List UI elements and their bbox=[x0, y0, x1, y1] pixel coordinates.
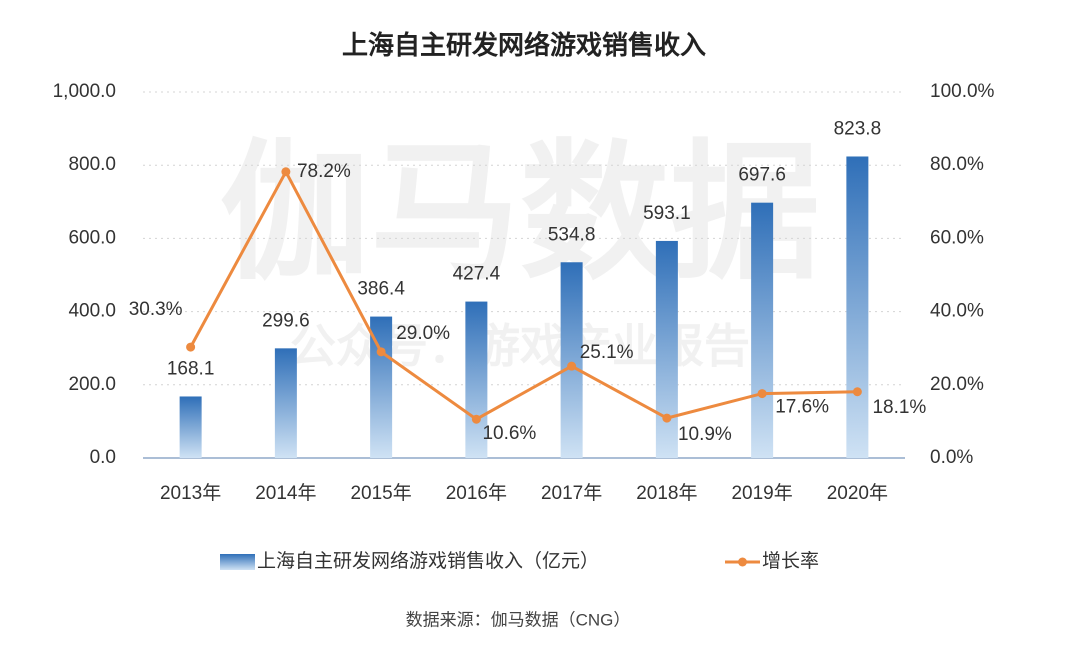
bar-value-label: 427.4 bbox=[453, 264, 501, 285]
bar-value-label: 168.1 bbox=[167, 358, 215, 379]
bar-value-label: 534.8 bbox=[548, 224, 596, 245]
x-tick-label: 2014年 bbox=[255, 482, 316, 504]
y-tick-label: 200.0 bbox=[68, 374, 116, 395]
x-tick-label: 2015年 bbox=[350, 482, 411, 504]
x-tick-label: 2018年 bbox=[636, 482, 697, 504]
line-point bbox=[757, 389, 767, 399]
bar bbox=[846, 156, 869, 458]
line-point bbox=[662, 413, 672, 423]
y2-tick-label: 100.0% bbox=[930, 81, 995, 102]
legend-swatch bbox=[220, 554, 255, 570]
line-value-label: 10.6% bbox=[482, 423, 536, 444]
bar-value-label: 823.8 bbox=[834, 119, 882, 140]
y-tick-label: 800.0 bbox=[68, 154, 116, 175]
line-point bbox=[281, 167, 291, 177]
bar-value-label: 593.1 bbox=[643, 203, 691, 224]
y-tick-label: 1,000.0 bbox=[53, 81, 116, 102]
y2-tick-label: 20.0% bbox=[930, 374, 984, 395]
y-tick-label: 0.0 bbox=[90, 447, 116, 468]
line-value-label: 78.2% bbox=[297, 161, 351, 182]
bar bbox=[179, 396, 202, 458]
bar bbox=[655, 240, 678, 458]
line-point bbox=[567, 361, 577, 371]
legend-swatch bbox=[738, 557, 747, 567]
y-tick-label: 400.0 bbox=[68, 301, 116, 322]
line-value-label: 18.1% bbox=[872, 397, 926, 418]
bar-value-label: 299.6 bbox=[262, 310, 310, 331]
x-tick-label: 2019年 bbox=[731, 482, 792, 504]
x-tick-label: 2016年 bbox=[446, 482, 507, 504]
line-value-label: 30.3% bbox=[129, 299, 183, 320]
line-value-label: 25.1% bbox=[580, 342, 634, 363]
watermark: 公众号：游戏产业报告 bbox=[290, 320, 750, 372]
chart-title: 上海自主研发网络游戏销售收入 bbox=[342, 30, 706, 60]
x-tick-label: 2013年 bbox=[160, 482, 221, 504]
line-point bbox=[376, 347, 386, 357]
bar bbox=[370, 316, 393, 458]
line-point bbox=[471, 414, 481, 424]
watermark: 伽马数据 bbox=[220, 129, 820, 297]
y2-tick-label: 40.0% bbox=[930, 301, 984, 322]
legend-label: 上海自主研发网络游戏销售收入（亿元） bbox=[257, 550, 599, 572]
y-tick-label: 600.0 bbox=[68, 227, 116, 248]
y2-tick-label: 0.0% bbox=[930, 447, 973, 468]
bar-value-label: 386.4 bbox=[357, 279, 405, 300]
x-tick-label: 2017年 bbox=[541, 482, 602, 504]
bar bbox=[751, 202, 774, 458]
bar-value-label: 697.6 bbox=[738, 165, 786, 186]
bar bbox=[274, 348, 297, 458]
growth-line bbox=[189, 168, 858, 421]
legend-label: 增长率 bbox=[762, 550, 819, 572]
y2-tick-label: 60.0% bbox=[930, 227, 984, 248]
line-point bbox=[852, 387, 862, 397]
source-note: 数据来源：伽马数据（CNG） bbox=[406, 610, 631, 629]
line-point bbox=[186, 342, 196, 352]
line-value-label: 10.9% bbox=[678, 424, 732, 445]
bar bbox=[560, 262, 583, 458]
y2-tick-label: 80.0% bbox=[930, 154, 984, 175]
bar bbox=[465, 301, 488, 458]
x-tick-label: 2020年 bbox=[827, 482, 888, 504]
line-value-label: 29.0% bbox=[396, 323, 450, 344]
line-value-label: 17.6% bbox=[775, 397, 829, 418]
